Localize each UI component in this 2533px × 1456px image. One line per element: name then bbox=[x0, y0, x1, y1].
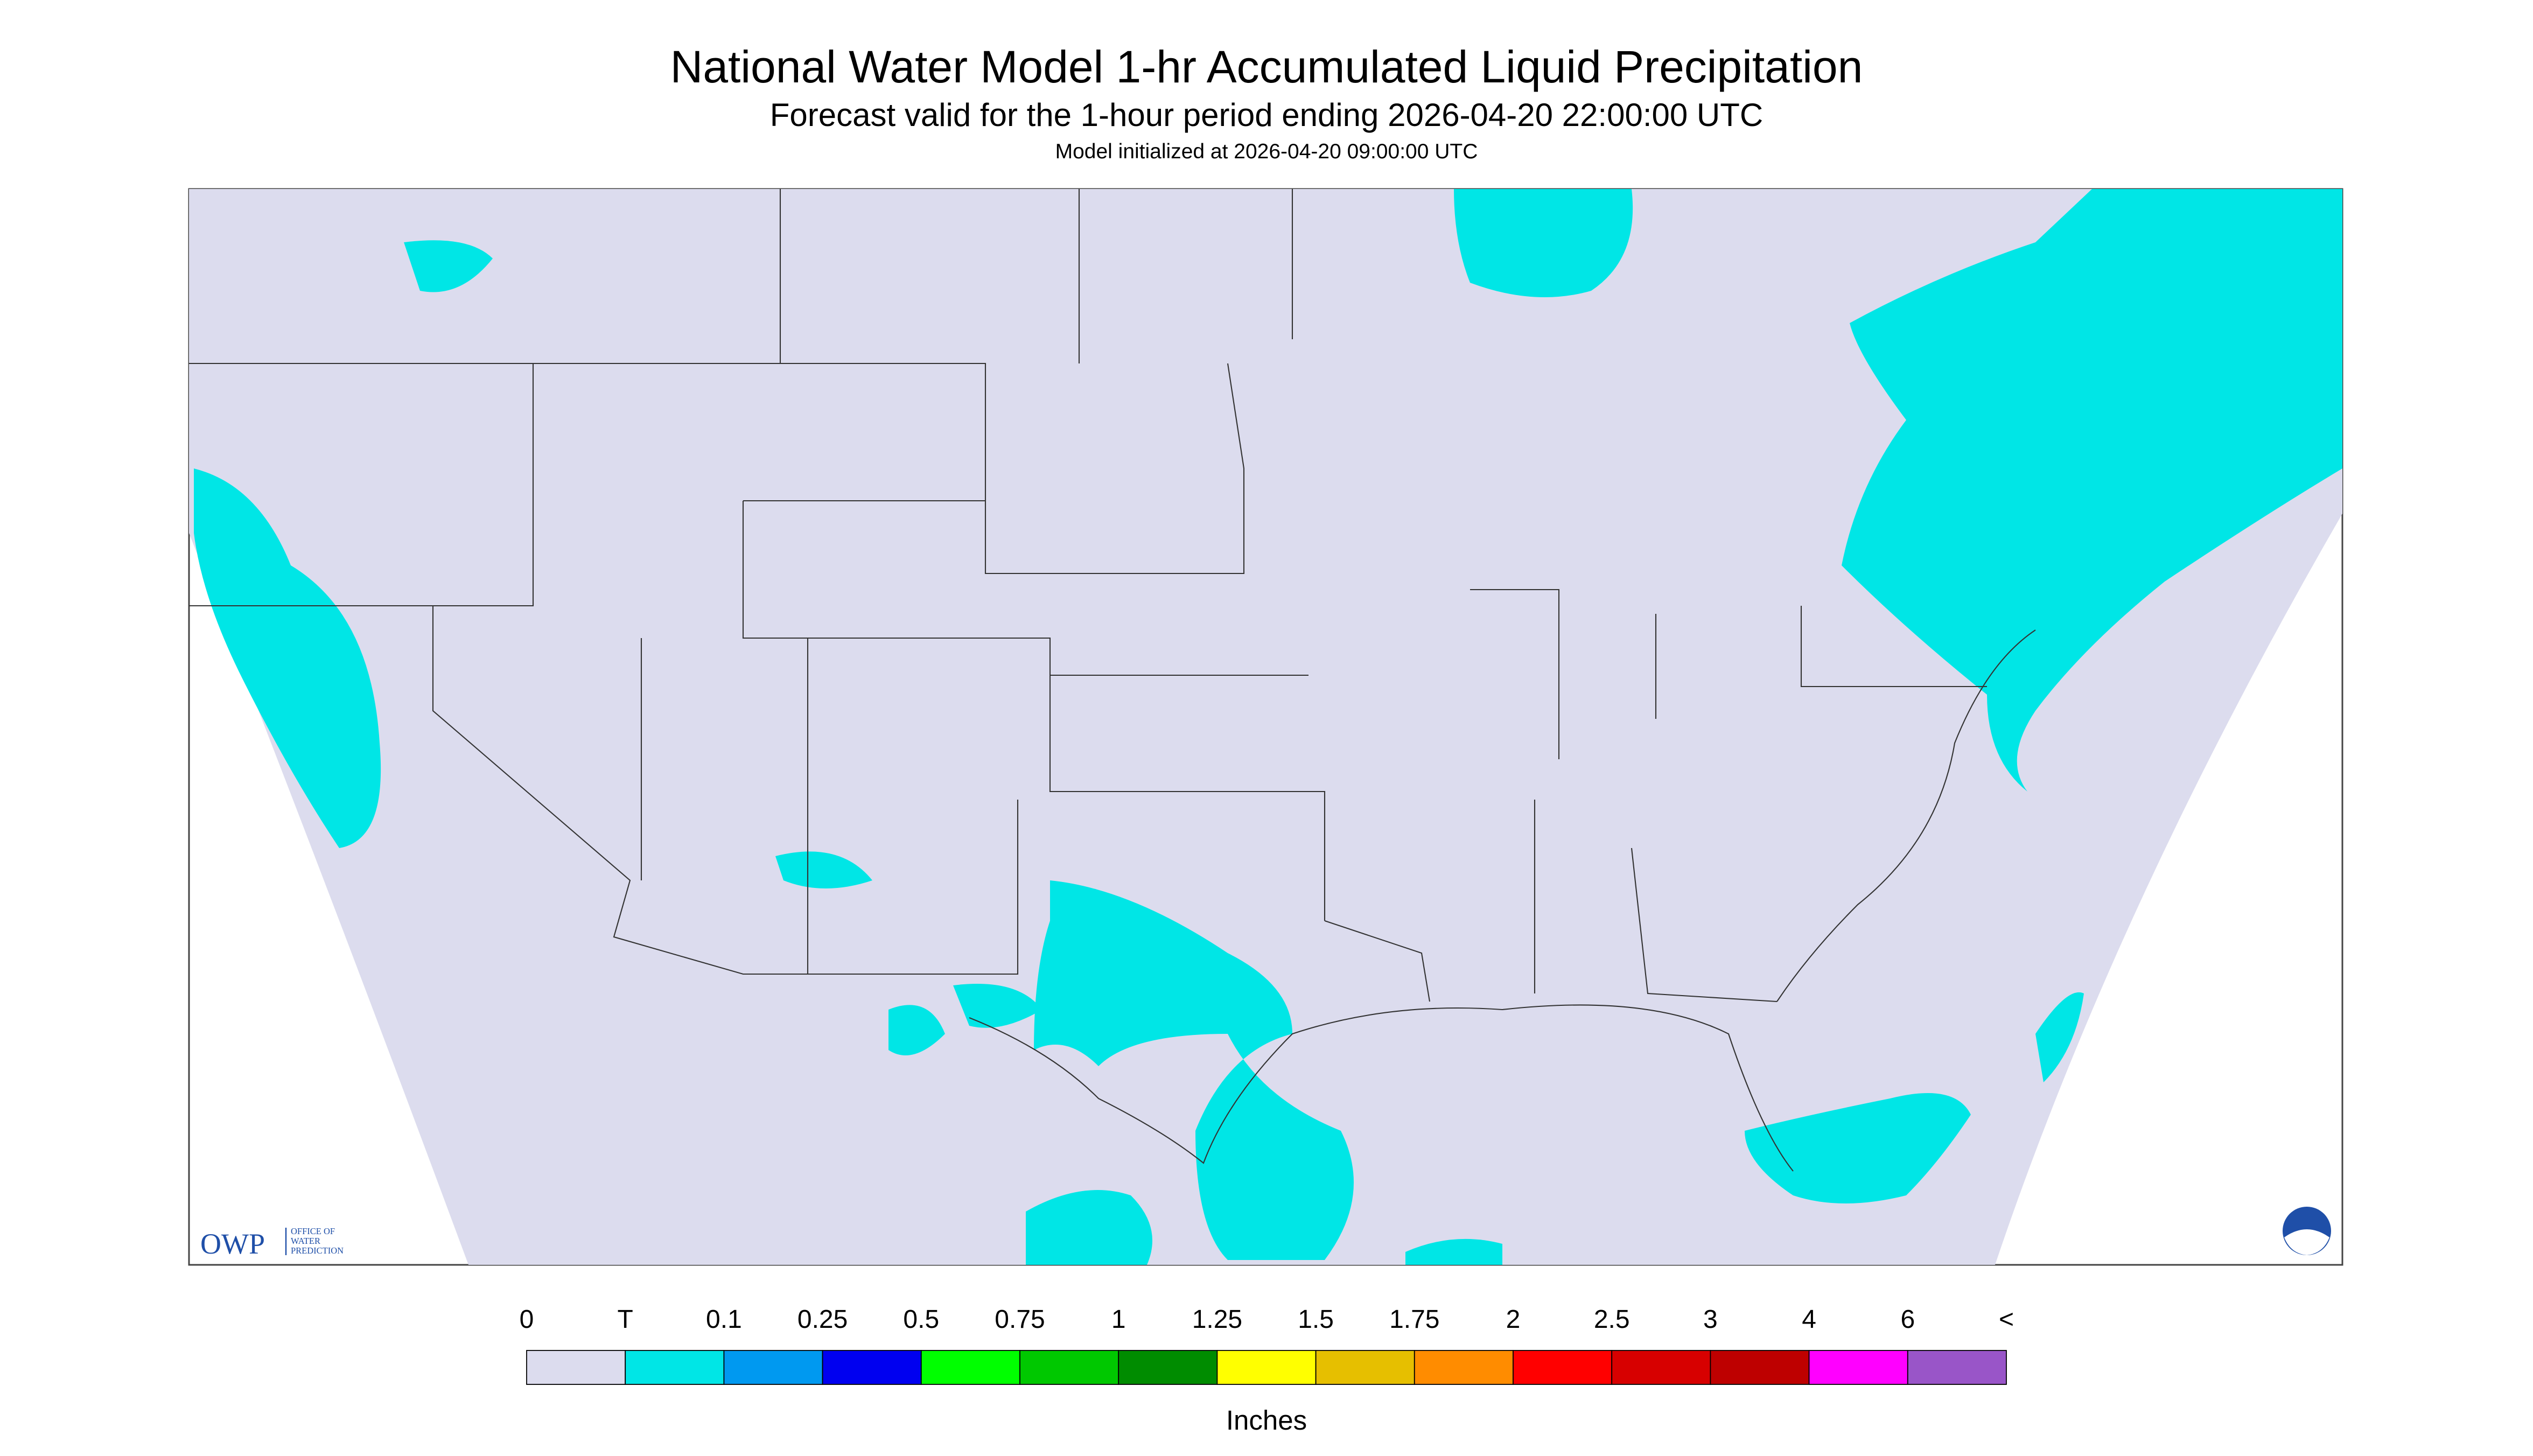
legend-swatch bbox=[1611, 1350, 1711, 1385]
logo-text: OFFICE OF bbox=[291, 1226, 335, 1236]
legend-label: 1 bbox=[1111, 1305, 1126, 1334]
legend-label: 0.75 bbox=[995, 1305, 1045, 1334]
legend-label: 0.1 bbox=[706, 1305, 742, 1334]
legend: 0 T 0.1 0.25 0.5 0.75 1 1.25 1.5 1.75 2 2.5 3 4 6 < bbox=[520, 1305, 2014, 1385]
legend-label: 6 bbox=[1900, 1305, 1915, 1334]
logo-text: WATER bbox=[291, 1236, 320, 1246]
legend-unit: Inches bbox=[1226, 1405, 1307, 1436]
legend-label: 2 bbox=[1506, 1305, 1521, 1334]
logo-text: PREDICTION bbox=[291, 1245, 344, 1256]
legend-swatch bbox=[1710, 1350, 1810, 1385]
map: OWP OFFICE OF WATER PREDICTION bbox=[188, 188, 2343, 1266]
legend-label: 2.5 bbox=[1594, 1305, 1630, 1334]
legend-label: 0 bbox=[520, 1305, 534, 1334]
legend-swatch bbox=[1513, 1350, 1613, 1385]
title: National Water Model 1-hr Accumulated Li… bbox=[670, 41, 1863, 92]
legend-label: 1.75 bbox=[1389, 1305, 1439, 1334]
subtitle: Forecast valid for the 1-hour period end… bbox=[770, 97, 1763, 133]
legend-swatch bbox=[1019, 1350, 1119, 1385]
legend-swatch bbox=[1808, 1350, 1908, 1385]
legend-swatch bbox=[625, 1350, 725, 1385]
init-time: Model initialized at 2026-04-20 09:00:00… bbox=[1055, 140, 1478, 163]
legend-swatch bbox=[1315, 1350, 1415, 1385]
legend-label: 0.5 bbox=[903, 1305, 939, 1334]
legend-swatch bbox=[1118, 1350, 1218, 1385]
borders bbox=[189, 189, 2036, 1172]
precip-areas bbox=[194, 189, 2342, 1265]
legend-swatch bbox=[1216, 1350, 1317, 1385]
legend-swatch bbox=[723, 1350, 823, 1385]
noaa-logo bbox=[2283, 1207, 2331, 1256]
legend-swatch bbox=[1907, 1350, 2007, 1385]
legend-label: < bbox=[1999, 1305, 2014, 1334]
legend-label: 1.5 bbox=[1298, 1305, 1334, 1334]
legend-label: 0.25 bbox=[797, 1305, 848, 1334]
legend-swatch bbox=[1414, 1350, 1514, 1385]
legend-label: T bbox=[618, 1305, 633, 1334]
legend-swatch bbox=[526, 1350, 626, 1385]
logo-abbr: OWP bbox=[200, 1228, 265, 1260]
legend-label: 4 bbox=[1802, 1305, 1816, 1334]
model-domain bbox=[189, 189, 2342, 1265]
legend-swatch bbox=[822, 1350, 922, 1385]
legend-label: 1.25 bbox=[1192, 1305, 1242, 1334]
owp-logo: OWP OFFICE OF WATER PREDICTION bbox=[200, 1226, 344, 1260]
legend-swatch bbox=[920, 1350, 1020, 1385]
legend-label: 3 bbox=[1703, 1305, 1718, 1334]
